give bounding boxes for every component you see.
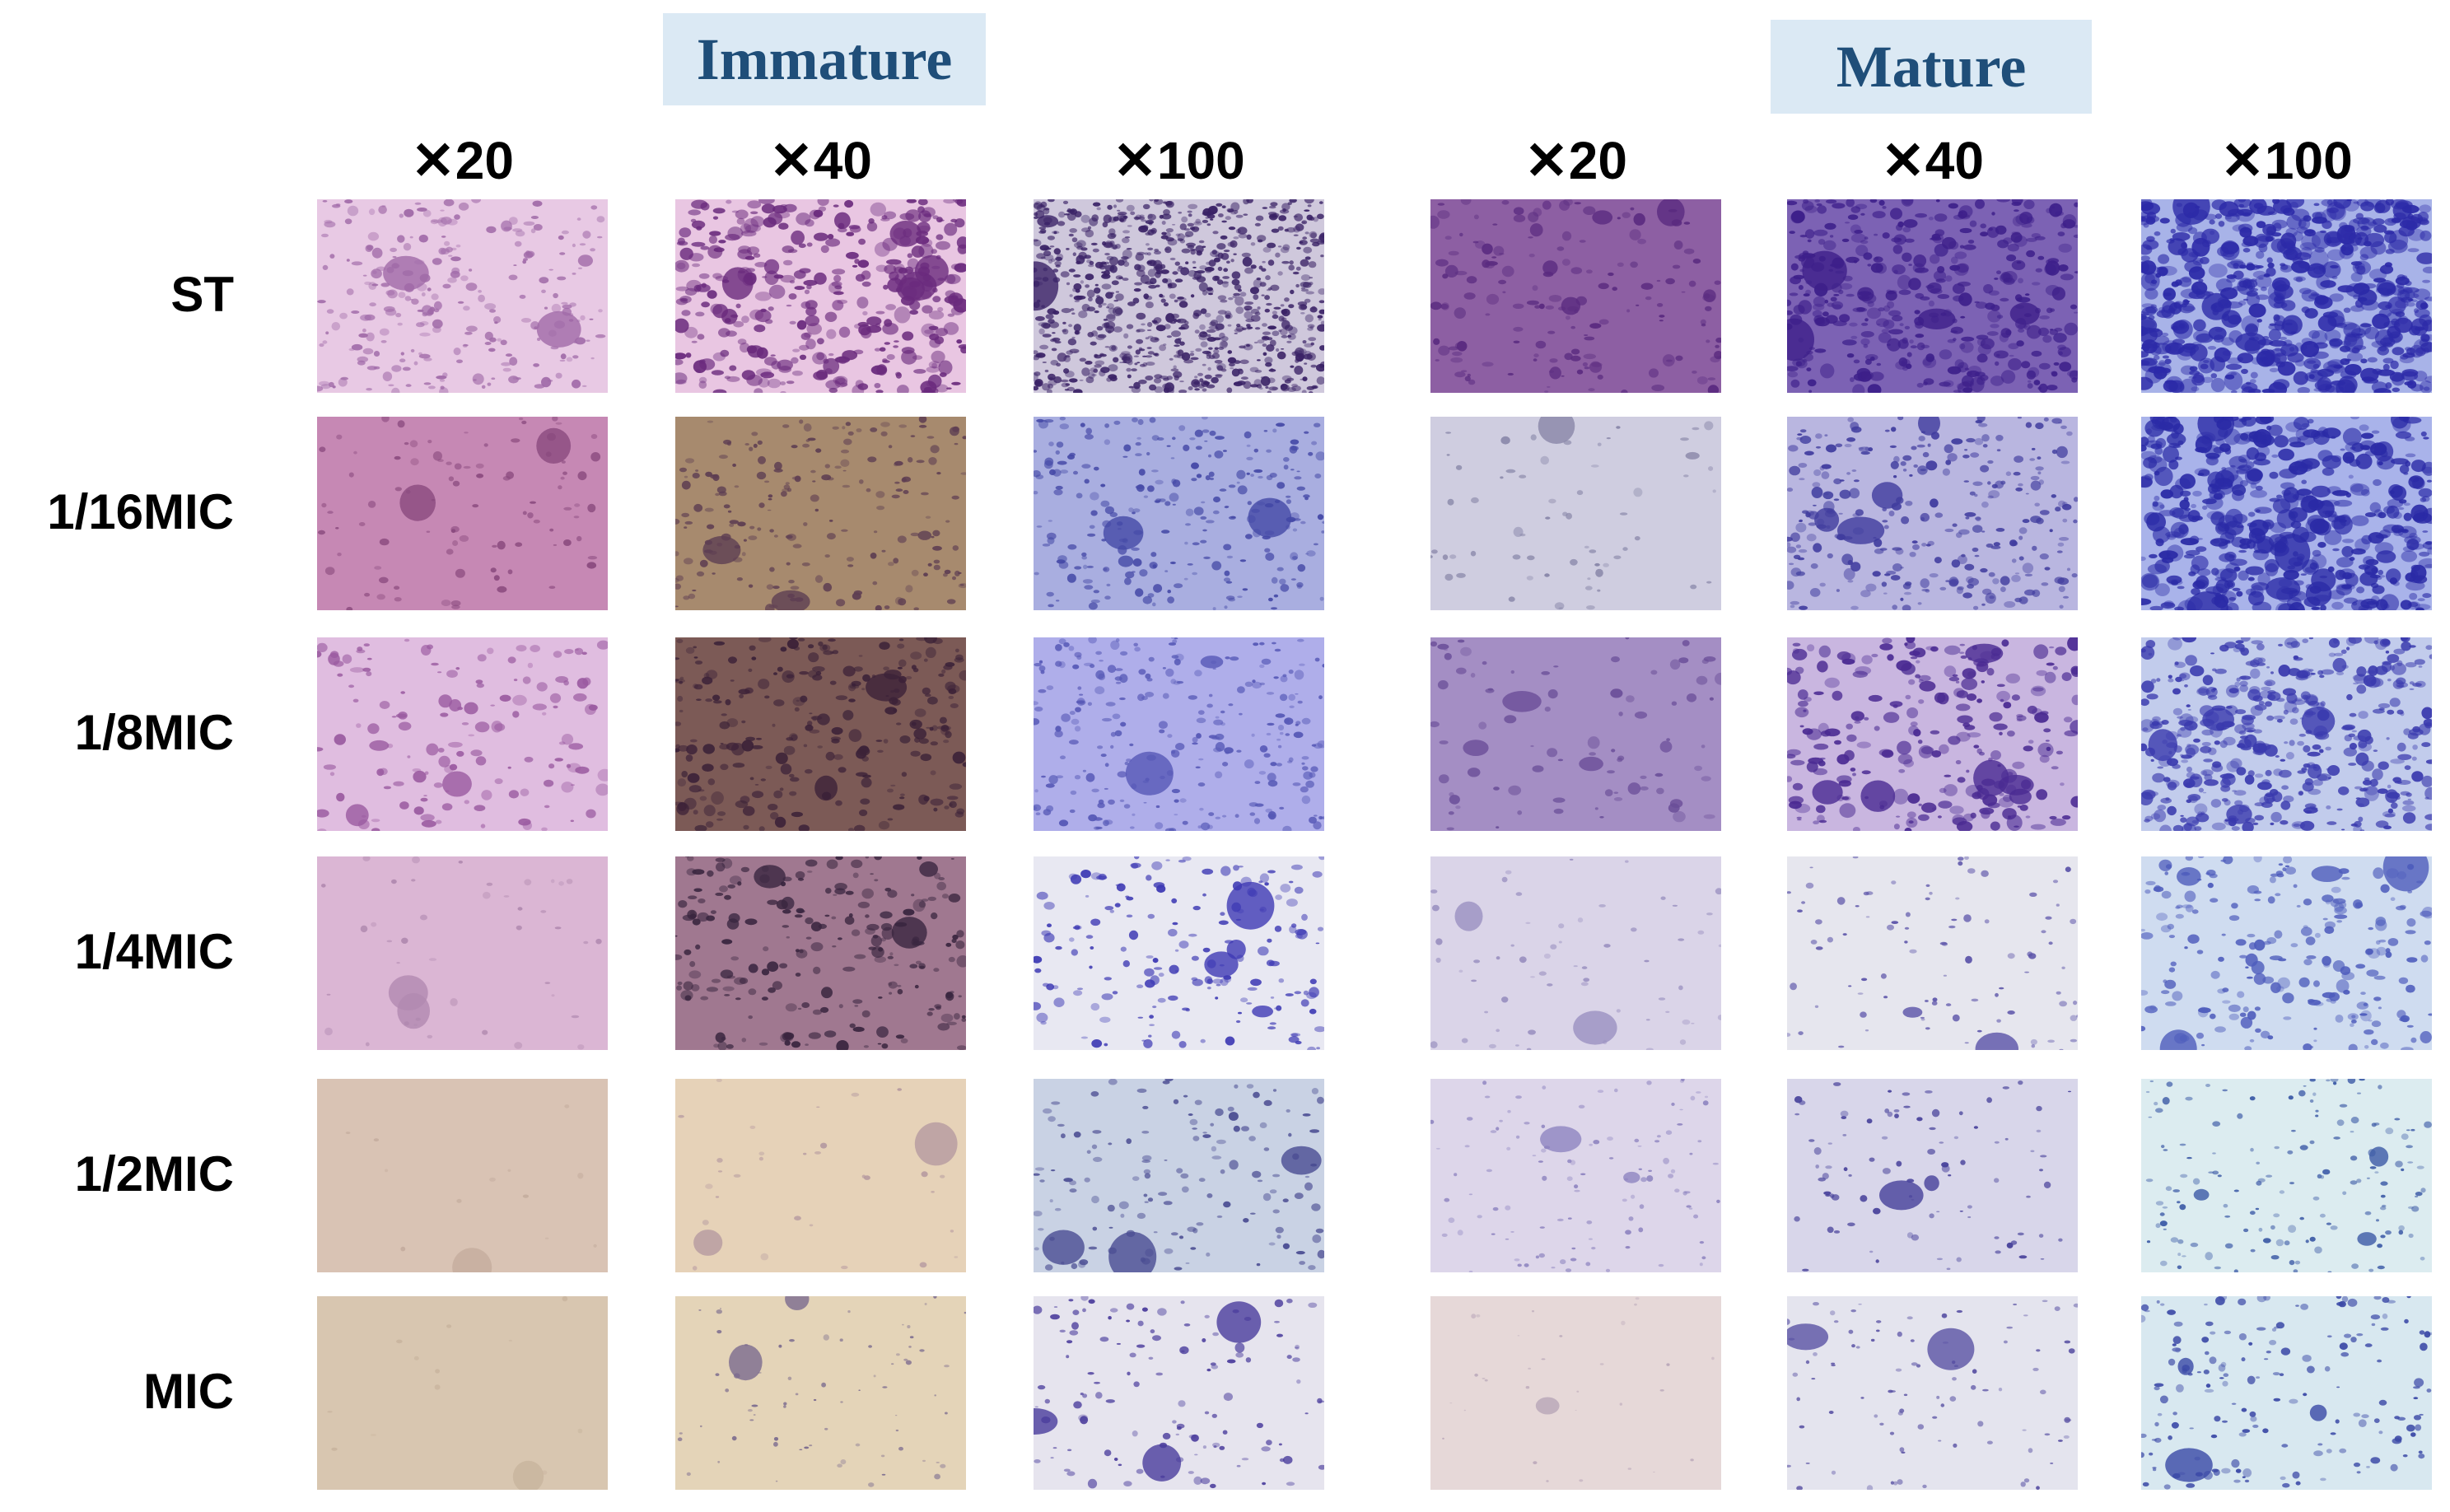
row-label: 1/2MIC bbox=[74, 1146, 234, 1202]
micrograph-panel bbox=[1787, 637, 2078, 831]
magnification-header: ✕100 bbox=[1113, 130, 1245, 190]
row-label: MIC bbox=[143, 1363, 234, 1419]
micrograph-panel bbox=[1430, 199, 1721, 393]
magnification-header: ✕40 bbox=[769, 130, 872, 190]
micrograph-panel bbox=[1034, 417, 1324, 610]
row-label: 1/8MIC bbox=[74, 704, 234, 760]
group-label-mature: Mature bbox=[1771, 20, 2092, 114]
micrograph-panel bbox=[2141, 856, 2432, 1050]
micrograph-panel bbox=[1787, 1296, 2078, 1490]
micrograph-panel bbox=[1034, 1296, 1324, 1490]
micrograph-panel bbox=[317, 417, 608, 610]
magnification-header: ✕40 bbox=[1881, 130, 1984, 190]
micrograph-panel bbox=[2141, 1079, 2432, 1272]
magnification-header: ✕100 bbox=[2220, 130, 2353, 190]
micrograph-panel bbox=[675, 199, 966, 393]
micrograph-panel bbox=[1787, 1079, 2078, 1272]
micrograph-panel bbox=[317, 199, 608, 393]
micrograph-panel bbox=[675, 856, 966, 1050]
micrograph-panel bbox=[1787, 856, 2078, 1050]
micrograph-panel bbox=[1034, 199, 1324, 393]
micrograph-panel bbox=[2141, 1296, 2432, 1490]
group-label-immature: Immature bbox=[663, 13, 986, 105]
magnification-header: ✕20 bbox=[411, 130, 514, 190]
micrograph-panel bbox=[675, 1079, 966, 1272]
micrograph-panel bbox=[1430, 1079, 1721, 1272]
micrograph-panel bbox=[1787, 199, 2078, 393]
micrograph-panel bbox=[317, 856, 608, 1050]
micrograph-panel bbox=[1430, 637, 1721, 831]
micrograph-panel bbox=[317, 637, 608, 831]
micrograph-panel bbox=[1034, 1079, 1324, 1272]
micrograph-panel bbox=[675, 417, 966, 610]
micrograph-panel bbox=[1430, 1296, 1721, 1490]
micrograph-panel bbox=[2141, 637, 2432, 831]
micrograph-panel bbox=[1787, 417, 2078, 610]
micrograph-panel bbox=[1430, 417, 1721, 610]
micrograph-panel bbox=[1034, 637, 1324, 831]
row-label: ST bbox=[170, 266, 234, 322]
micrograph-panel bbox=[675, 1296, 966, 1490]
micrograph-panel bbox=[317, 1296, 608, 1490]
magnification-header: ✕20 bbox=[1524, 130, 1627, 190]
micrograph-panel bbox=[1430, 856, 1721, 1050]
row-label: 1/16MIC bbox=[47, 483, 234, 539]
micrograph-panel bbox=[2141, 199, 2432, 393]
micrograph-panel bbox=[2141, 417, 2432, 610]
row-label: 1/4MIC bbox=[74, 923, 234, 979]
micrograph-panel bbox=[675, 637, 966, 831]
micrograph-panel bbox=[317, 1079, 608, 1272]
micrograph-panel bbox=[1034, 856, 1324, 1050]
